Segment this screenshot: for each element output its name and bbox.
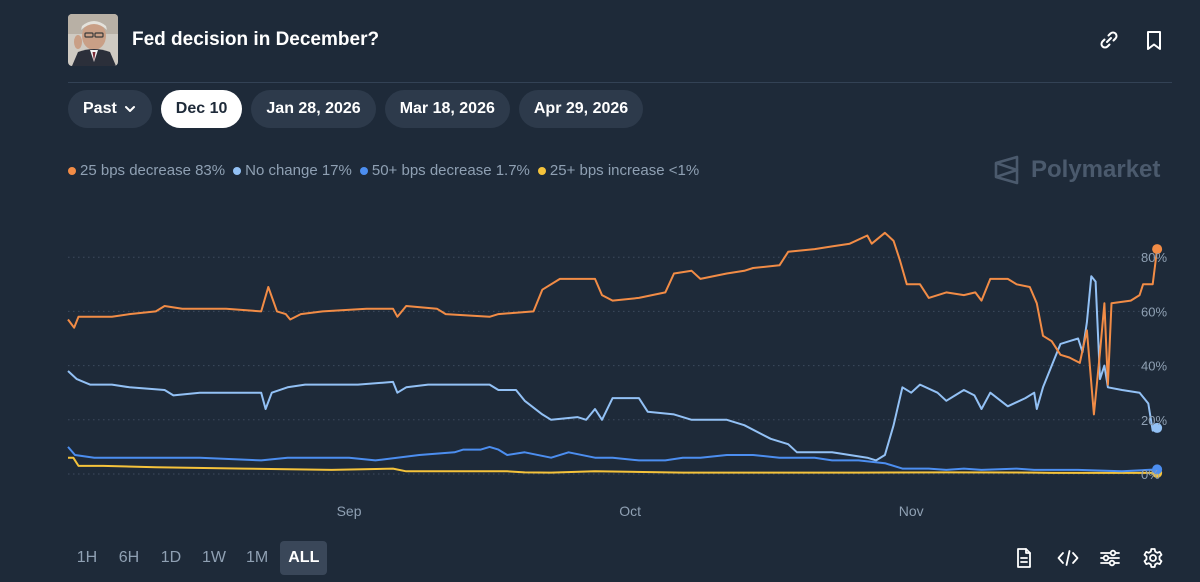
axis-labels: 0% 20% 40% 60% 80% Sep Oct Nov bbox=[337, 250, 1168, 519]
legend-label: No change 17% bbox=[245, 162, 352, 179]
legend-label: 50+ bps decrease 1.7% bbox=[371, 162, 530, 179]
series-endpoint-no-change bbox=[1152, 422, 1163, 433]
y-tick-label: 0% bbox=[1141, 467, 1160, 482]
date-selector: Past Dec 10 Jan 28, 2026 Mar 18, 2026 Ap… bbox=[68, 90, 644, 128]
legend-dot bbox=[68, 166, 76, 175]
market-header: Fed decision in December? bbox=[68, 14, 1172, 68]
header-divider bbox=[68, 82, 1172, 83]
series-endpoint-25-bps-decrease bbox=[1152, 244, 1163, 255]
y-tick-label: 60% bbox=[1141, 304, 1167, 319]
sliders-icon[interactable] bbox=[1099, 547, 1121, 569]
range-1m[interactable]: 1M bbox=[246, 549, 269, 566]
x-tick-label: Sep bbox=[337, 503, 362, 519]
series-line-no-change bbox=[67, 275, 1158, 462]
market-avatar bbox=[68, 14, 118, 66]
time-range-selector: 1H 6H 1D 1W 1M ALL bbox=[68, 541, 328, 575]
series-endpoint-50-plus-bps-decrease bbox=[1152, 464, 1163, 475]
series-lines bbox=[67, 231, 1163, 478]
legend-dot bbox=[233, 166, 242, 175]
date-pill-dec-10[interactable]: Dec 10 bbox=[160, 90, 243, 128]
date-pill-apr-29[interactable]: Apr 29, 2026 bbox=[518, 90, 644, 128]
gear-icon[interactable] bbox=[1142, 547, 1164, 569]
polymarket-logo: Polymarket bbox=[993, 155, 1160, 185]
document-icon[interactable] bbox=[1013, 547, 1035, 569]
range-1d[interactable]: 1D bbox=[160, 549, 182, 566]
chevron-down-icon bbox=[123, 102, 137, 116]
series-line-25-plus-bps-increase bbox=[68, 456, 1158, 474]
y-tick-label: 80% bbox=[1141, 250, 1167, 265]
range-all[interactable]: ALL bbox=[280, 541, 328, 575]
date-pill-jan-28[interactable]: Jan 28, 2026 bbox=[251, 90, 376, 128]
range-1h[interactable]: 1H bbox=[76, 549, 98, 566]
brand-name: Polymarket bbox=[1031, 156, 1161, 183]
series-line-25-bps-decrease bbox=[67, 231, 1159, 416]
grid-lines bbox=[68, 256, 1158, 475]
bookmark-icon[interactable] bbox=[1143, 29, 1165, 51]
legend-dot bbox=[537, 166, 546, 175]
x-tick-label: Nov bbox=[899, 503, 924, 519]
range-1w[interactable]: 1W bbox=[202, 549, 226, 566]
y-tick-label: 40% bbox=[1141, 359, 1167, 374]
date-pill-mar-18[interactable]: Mar 18, 2026 bbox=[384, 90, 510, 128]
legend-dot bbox=[359, 166, 368, 175]
embed-code-icon[interactable] bbox=[1057, 547, 1079, 569]
legend-item-no-change: No change 17% bbox=[233, 162, 352, 179]
y-tick-label: 20% bbox=[1141, 413, 1167, 428]
range-6h[interactable]: 6H bbox=[118, 549, 140, 566]
legend-label: 25 bps decrease 83% bbox=[80, 162, 226, 179]
legend-item-25-bps-decrease: 25 bps decrease 83% bbox=[68, 162, 225, 179]
page-title: Fed decision in December? bbox=[132, 29, 380, 50]
series-line-50-plus-bps-decrease bbox=[67, 445, 1158, 473]
past-dropdown[interactable]: Past bbox=[68, 90, 152, 128]
link-icon[interactable] bbox=[1098, 29, 1120, 51]
legend-label: 25+ bps increase <1% bbox=[549, 162, 700, 179]
past-label: Past bbox=[83, 100, 117, 117]
chart-legend: 25 bps decrease 83% No change 17% 50+ bp… bbox=[68, 162, 699, 179]
legend-item-50-bps-decrease: 50+ bps decrease 1.7% bbox=[359, 162, 530, 179]
legend-item-25-bps-increase: 25+ bps increase <1% bbox=[537, 162, 700, 179]
x-tick-label: Oct bbox=[619, 503, 641, 519]
